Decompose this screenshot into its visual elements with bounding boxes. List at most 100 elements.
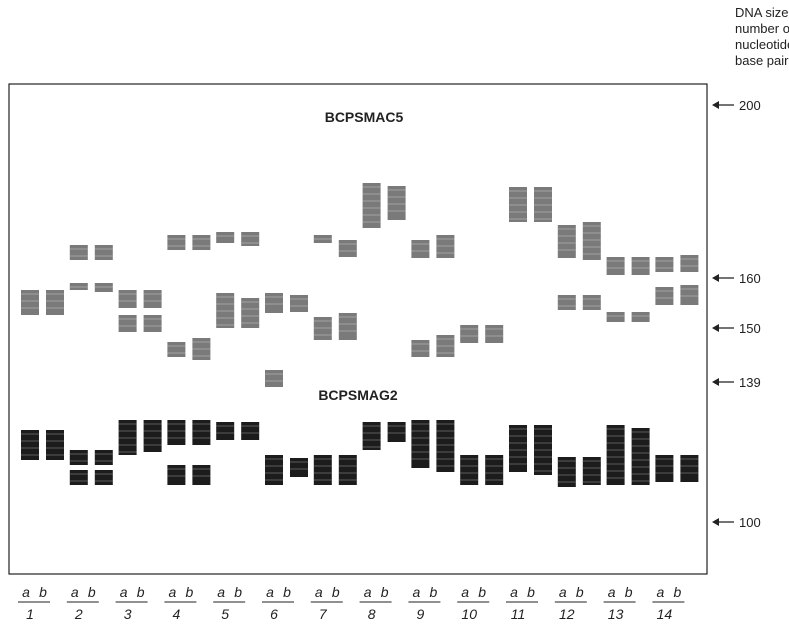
band xyxy=(606,425,625,485)
band xyxy=(582,295,601,310)
band xyxy=(94,470,113,485)
band xyxy=(680,255,699,272)
lane-sub: b xyxy=(332,584,340,600)
lane-sub: a xyxy=(22,584,30,600)
band xyxy=(631,428,650,485)
lane-number: 14 xyxy=(657,606,673,622)
lane-sub: b xyxy=(186,584,194,600)
band xyxy=(557,225,576,258)
lane-sub: a xyxy=(315,584,323,600)
band xyxy=(338,313,357,340)
gel-label: BCPSMAG2 xyxy=(318,387,398,403)
band xyxy=(582,222,601,260)
band xyxy=(557,295,576,310)
header-line: DNA size in xyxy=(735,5,789,20)
lane-number: 8 xyxy=(368,606,376,622)
band xyxy=(655,257,674,272)
band xyxy=(241,298,260,328)
lane-sub: a xyxy=(169,584,177,600)
band xyxy=(631,257,650,275)
band xyxy=(167,342,186,357)
lane-sub: a xyxy=(364,584,372,600)
band xyxy=(509,425,527,472)
band xyxy=(46,290,64,315)
lane-sub: b xyxy=(283,584,291,600)
lane-sub: b xyxy=(625,584,633,600)
band xyxy=(680,455,699,482)
marker-label: 160 xyxy=(739,271,761,286)
lane-sub: b xyxy=(674,584,682,600)
lane-number: 4 xyxy=(173,606,181,622)
lane-sub: a xyxy=(120,584,128,600)
band xyxy=(21,430,39,460)
lane-sub: b xyxy=(88,584,96,600)
marker-label: 139 xyxy=(739,375,761,390)
band xyxy=(167,420,186,445)
band xyxy=(69,470,88,485)
band xyxy=(167,465,186,485)
band xyxy=(436,420,455,472)
band xyxy=(192,465,211,485)
band xyxy=(338,455,357,485)
arrow-head xyxy=(712,324,719,332)
marker-label: 200 xyxy=(739,98,761,113)
lane-number: 12 xyxy=(559,606,575,622)
band xyxy=(460,455,479,485)
band xyxy=(143,420,162,452)
band xyxy=(460,325,479,343)
band xyxy=(290,458,308,477)
band xyxy=(216,232,235,243)
band xyxy=(192,235,211,250)
band xyxy=(241,232,260,246)
lane-sub: a xyxy=(510,584,518,600)
band xyxy=(631,312,650,322)
lane-sub: a xyxy=(657,584,665,600)
band xyxy=(167,235,186,250)
marker-label: 150 xyxy=(739,321,761,336)
band xyxy=(411,240,430,258)
band xyxy=(485,455,504,485)
band xyxy=(94,450,113,465)
gel-frame xyxy=(8,83,708,575)
lane-sub: a xyxy=(71,584,79,600)
band xyxy=(362,422,381,450)
band xyxy=(582,457,601,485)
lane-sub: a xyxy=(559,584,567,600)
band xyxy=(118,290,137,308)
lane-sub: b xyxy=(527,584,535,600)
lane-number: 2 xyxy=(74,606,83,622)
band xyxy=(265,370,283,387)
lane-number: 7 xyxy=(319,606,328,622)
arrow-head xyxy=(712,274,719,282)
band xyxy=(557,457,576,487)
band xyxy=(655,455,674,482)
band xyxy=(69,245,88,260)
lane-number: 3 xyxy=(124,606,132,622)
arrow-head xyxy=(712,101,719,109)
lane-sub: a xyxy=(413,584,421,600)
band xyxy=(265,293,283,313)
lane-sub: a xyxy=(217,584,225,600)
lane-number: 6 xyxy=(270,606,278,622)
lane-sub: b xyxy=(234,584,242,600)
lane-number: 11 xyxy=(511,606,526,622)
band xyxy=(411,340,430,357)
band xyxy=(69,450,88,465)
band xyxy=(192,420,211,445)
band xyxy=(313,455,332,485)
lane-number: 1 xyxy=(26,606,34,622)
lane-sub: b xyxy=(576,584,584,600)
lane-number: 13 xyxy=(608,606,624,622)
arrow-head xyxy=(712,518,719,526)
lane-sub: a xyxy=(461,584,469,600)
band xyxy=(143,315,162,332)
band xyxy=(143,290,162,308)
band xyxy=(606,257,625,275)
band xyxy=(387,422,406,442)
band xyxy=(216,422,235,440)
band xyxy=(338,240,357,257)
lane-number: 10 xyxy=(461,606,477,622)
lane-sub: b xyxy=(478,584,486,600)
lane-sub: b xyxy=(39,584,47,600)
